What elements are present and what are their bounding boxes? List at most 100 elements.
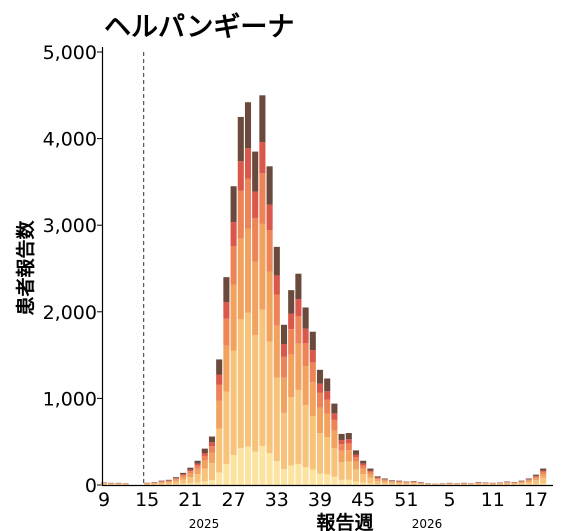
bar-week-6 <box>453 483 460 485</box>
bar-segment <box>108 484 115 485</box>
bar-segment <box>360 460 367 464</box>
bar-week-36 <box>295 273 302 485</box>
bar-segment <box>252 451 259 485</box>
bar-week-23 <box>201 448 208 485</box>
bar-segment <box>316 369 324 384</box>
bar-segment <box>309 362 316 383</box>
bar-segment <box>194 465 201 469</box>
bar-segment <box>230 455 237 485</box>
bar-week-8 <box>468 483 475 485</box>
bar-segment <box>302 307 309 329</box>
bar-segment <box>187 467 194 470</box>
bar-week-39 <box>316 369 324 485</box>
bar-segment <box>331 430 338 449</box>
bar-segment <box>180 479 187 484</box>
bar-segment <box>374 481 381 485</box>
bar-segment <box>540 468 547 471</box>
bar-segment <box>374 477 381 479</box>
bar-segment <box>518 483 525 485</box>
bar-segment <box>381 480 388 483</box>
bar-week-37 <box>302 307 309 485</box>
bar-week-15 <box>144 482 151 485</box>
bar-week-52 <box>410 481 417 485</box>
bar-segment <box>367 468 374 471</box>
bar-segment <box>180 474 187 476</box>
bar-segment <box>266 271 273 342</box>
y-tick-label: 2,000 <box>43 302 97 324</box>
bar-segment <box>309 350 316 363</box>
bar-segment <box>165 479 172 481</box>
bar-segment <box>381 484 388 485</box>
bar-segment <box>273 275 280 295</box>
year-label-2025: 2025 <box>189 517 220 531</box>
bar-segment <box>201 481 208 485</box>
bar-segment <box>194 468 201 475</box>
bar-segment <box>324 399 331 414</box>
bar-segment <box>158 482 165 484</box>
bar-segment <box>360 468 367 475</box>
bar-segment <box>295 273 302 300</box>
bar-segment <box>511 482 518 484</box>
bar-segment <box>280 344 288 357</box>
bar-segment <box>360 482 367 485</box>
bar-week-22 <box>194 460 201 485</box>
bar-week-2 <box>424 483 432 485</box>
bar-segment <box>252 191 259 219</box>
bar-segment <box>237 161 244 191</box>
bar-segment <box>266 204 273 231</box>
bar-segment <box>525 478 532 480</box>
bar-week-26 <box>223 277 230 485</box>
bar-segment <box>252 261 259 335</box>
bar-segment <box>208 446 216 453</box>
bar-segment <box>223 302 230 319</box>
bar-week-11 <box>115 482 122 485</box>
bar-segment <box>208 480 216 485</box>
bar-segment <box>237 319 244 449</box>
bar-segment <box>230 222 237 246</box>
bar-segment <box>180 475 187 477</box>
bar-week-42 <box>338 433 345 485</box>
bar-segment <box>324 413 331 438</box>
bar-week-14 <box>511 481 518 485</box>
bar-segment <box>496 483 504 485</box>
bar-segment <box>244 178 252 229</box>
bar-segment <box>280 412 288 469</box>
bar-segment <box>417 483 424 485</box>
bar-segment <box>338 433 345 441</box>
bar-segment <box>525 479 532 480</box>
bar-segment <box>525 479 532 481</box>
bar-segment <box>216 428 223 473</box>
bar-segment <box>532 474 540 476</box>
bar-segment <box>295 463 302 485</box>
bar-segment <box>540 471 547 474</box>
bar-week-46 <box>367 468 374 485</box>
bar-segment <box>360 463 367 466</box>
bar-segment <box>288 354 295 398</box>
bar-segment <box>345 439 352 444</box>
bar-segment <box>540 477 547 484</box>
bar-segment <box>338 479 345 485</box>
bar-segment <box>504 483 511 485</box>
bar-segment <box>396 480 403 482</box>
bar-segment <box>230 284 237 351</box>
bar-segment <box>532 483 540 485</box>
x-tick-label: 21 <box>178 489 202 511</box>
bar-segment <box>388 482 396 485</box>
bar-segment <box>295 389 302 464</box>
bar-segment <box>259 173 266 224</box>
x-tick-label: 51 <box>394 489 418 511</box>
bar-segment <box>345 479 352 485</box>
bar-segment <box>295 315 302 344</box>
bar-segment <box>172 478 180 480</box>
x-tick-label: 17 <box>524 489 548 511</box>
bar-segment <box>165 484 172 485</box>
bar-segment <box>525 482 532 485</box>
bar-segment <box>172 477 180 479</box>
bar-segment <box>187 469 194 472</box>
bar-week-20 <box>180 472 187 485</box>
y-tick-label: 1,000 <box>43 388 97 410</box>
x-tick-label: 45 <box>351 489 375 511</box>
bar-segment <box>324 474 331 485</box>
bar-segment <box>259 95 266 143</box>
bar-segment <box>367 473 374 478</box>
